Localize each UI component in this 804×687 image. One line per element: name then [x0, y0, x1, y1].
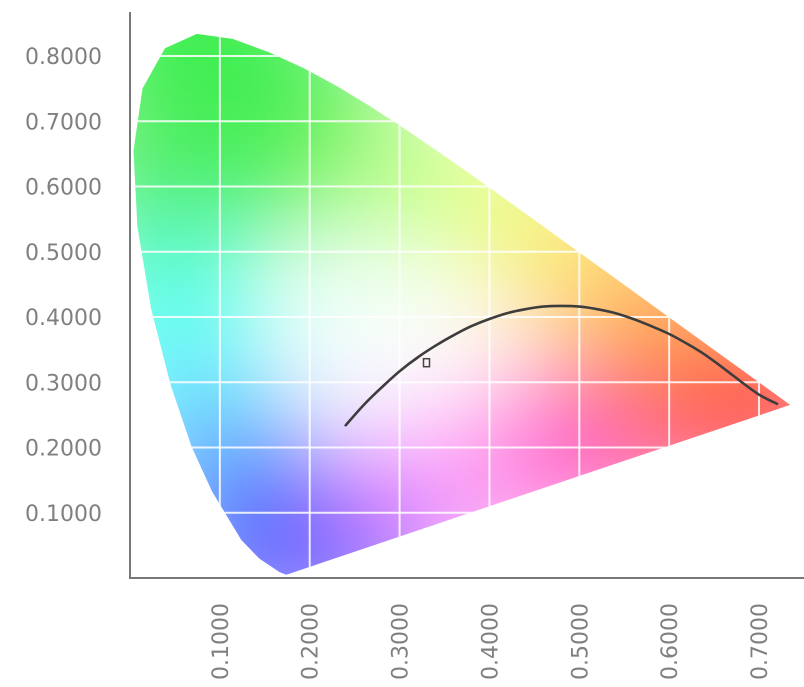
x-tick-label: 0.6000 — [658, 603, 683, 680]
x-tick-label: 0.4000 — [478, 603, 503, 680]
gamut-color-blobs — [133, 33, 791, 575]
y-axis-tick-labels: 0.1000 0.2000 0.3000 0.4000 0.5000 0.6000 0.70… — [25, 45, 102, 527]
y-tick-label: 0.3000 — [25, 371, 102, 396]
y-tick-label: 0.6000 — [25, 176, 102, 201]
y-tick-label: 0.5000 — [25, 241, 102, 266]
white-point-marker — [422, 357, 431, 368]
x-tick-label: 0.3000 — [389, 603, 414, 680]
x-axis-tick-labels: 0.1000 0.2000 0.3000 0.4000 0.5000 0.6000 0.70… — [209, 603, 773, 680]
x-tick-label: 0.2000 — [299, 603, 324, 680]
gamut-color-blob — [707, 325, 791, 466]
y-tick-label: 0.8000 — [25, 45, 102, 70]
y-tick-label: 0.4000 — [25, 306, 102, 331]
y-tick-label: 0.1000 — [25, 502, 102, 527]
y-tick-label: 0.7000 — [25, 110, 102, 135]
x-tick-label: 0.5000 — [568, 603, 593, 680]
x-tick-label: 0.1000 — [209, 603, 234, 680]
x-tick-label: 0.7000 — [748, 603, 773, 680]
y-tick-label: 0.2000 — [25, 437, 102, 462]
planckian-locus-line — [344, 304, 779, 427]
